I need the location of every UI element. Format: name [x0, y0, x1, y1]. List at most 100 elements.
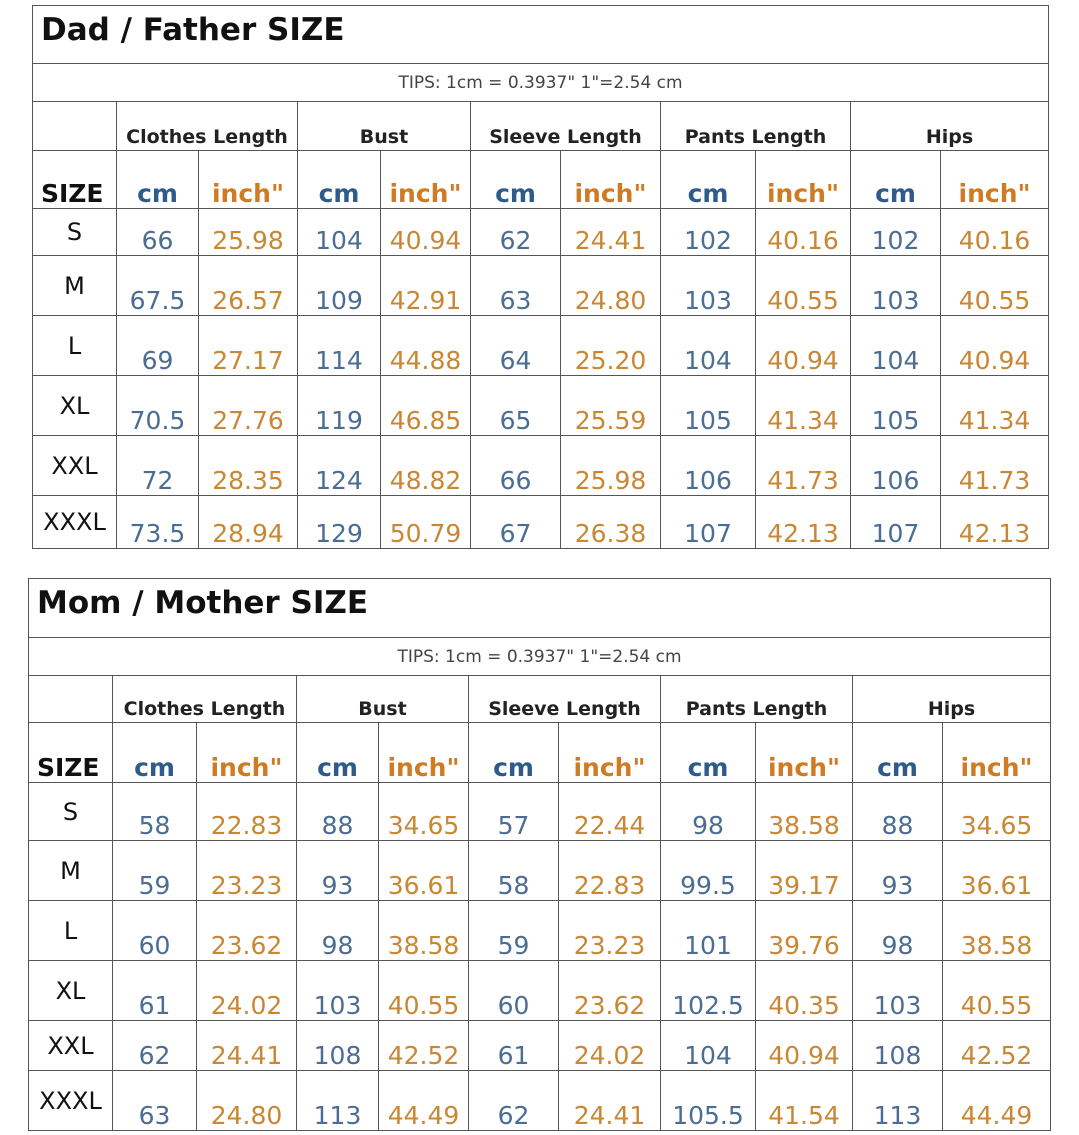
table-row: XXL 72 28.35 124 48.82 66 25.98 106 41.73 106 41.7… [32, 435, 1050, 496]
measurement: 105.5 [660, 1070, 756, 1131]
table-row: XXL 62 24.41 108 42.52 61 24.02 104 40.94 108 42.5… [28, 1020, 1052, 1071]
table-row: Clothes Length Bust Sleeve Length Pants Len… [32, 101, 1050, 151]
measurement: 22.83 [558, 840, 661, 901]
table-row: S 66 25.98 104 40.94 62 24.41 102 40.16 102 40.16 [32, 208, 1050, 256]
measurement: 42.52 [941, 1020, 1052, 1071]
unit-header: cm [470, 150, 561, 209]
measurement: 41.54 [755, 1070, 853, 1131]
group-header: Clothes Length [112, 675, 297, 723]
measurement: 42.13 [939, 495, 1050, 549]
measurement: 104 [660, 1020, 756, 1071]
measurement: 98 [852, 900, 943, 961]
measurement: 98 [296, 900, 379, 961]
measurement: 42.52 [378, 1020, 469, 1071]
measurement: 40.94 [755, 315, 851, 376]
measurement: 58 [112, 782, 197, 841]
measurement: 61 [112, 960, 197, 1021]
measurement: 106 [850, 435, 941, 496]
table-row: Clothes Length Bust Sleeve Length Pants Len… [28, 675, 1052, 723]
measurement: 104 [850, 315, 941, 376]
measurement: 62 [470, 208, 561, 256]
group-header: Sleeve Length [468, 675, 661, 723]
unit-header: inch" [380, 150, 471, 209]
measurement: 25.59 [560, 375, 661, 436]
measurement: 46.85 [380, 375, 471, 436]
measurement: 38.58 [378, 900, 469, 961]
measurement: 62 [468, 1070, 559, 1131]
measurement: 58 [468, 840, 559, 901]
measurement: 42.91 [380, 255, 471, 316]
table-row: XXXL 63 24.80 113 44.49 62 24.41 105.5 41.54 113 4… [28, 1070, 1052, 1131]
measurement: 99.5 [660, 840, 756, 901]
measurement: 98 [660, 782, 756, 841]
size-label: XXL [28, 1020, 113, 1071]
measurement: 109 [297, 255, 381, 316]
measurement: 40.16 [755, 208, 851, 256]
measurement: 59 [468, 900, 559, 961]
table-row: XXXL 73.5 28.94 129 50.79 67 26.38 107 42.13 107 4… [32, 495, 1050, 549]
measurement: 34.65 [941, 782, 1052, 841]
measurement: 22.83 [196, 782, 297, 841]
measurement: 103 [660, 255, 756, 316]
measurement: 65 [470, 375, 561, 436]
measurement: 108 [296, 1020, 379, 1071]
measurement: 108 [852, 1020, 943, 1071]
measurement: 23.62 [558, 960, 661, 1021]
measurement: 26.57 [198, 255, 298, 316]
unit-header: inch" [558, 722, 661, 783]
unit-header: inch" [939, 150, 1050, 209]
measurement: 103 [850, 255, 941, 316]
table-row: L 69 27.17 114 44.88 64 25.20 104 40.94 104 40.94 [32, 315, 1050, 376]
group-header: Clothes Length [116, 101, 298, 151]
measurement: 40.94 [380, 208, 471, 256]
unit-header: inch" [198, 150, 298, 209]
measurement: 70.5 [116, 375, 199, 436]
measurement: 39.76 [755, 900, 853, 961]
measurement: 24.02 [196, 960, 297, 1021]
measurement: 41.34 [755, 375, 851, 436]
measurement: 104 [297, 208, 381, 256]
empty-cell [32, 101, 117, 151]
measurement: 36.61 [941, 840, 1052, 901]
measurement: 25.98 [198, 208, 298, 256]
measurement: 40.55 [939, 255, 1050, 316]
measurement: 50.79 [380, 495, 471, 549]
table-row: L 60 23.62 98 38.58 59 23.23 101 39.76 98 38.58 [28, 900, 1052, 961]
unit-header: cm [660, 150, 756, 209]
measurement: 106 [660, 435, 756, 496]
measurement: 104 [660, 315, 756, 376]
measurement: 38.58 [755, 782, 853, 841]
measurement: 25.20 [560, 315, 661, 376]
unit-header: inch" [755, 722, 853, 783]
table-row: S 58 22.83 88 34.65 57 22.44 98 38.58 88 34.65 [28, 782, 1052, 841]
measurement: 66 [470, 435, 561, 496]
measurement: 66 [116, 208, 199, 256]
table-row: Dad / Father SIZE [31, 5, 1050, 64]
unit-header: cm [850, 150, 941, 209]
measurement: 40.55 [755, 255, 851, 316]
measurement: 44.49 [378, 1070, 469, 1131]
measurement: 40.55 [378, 960, 469, 1021]
group-header: Pants Length [660, 675, 853, 723]
size-header: SIZE [32, 150, 117, 209]
measurement: 63 [470, 255, 561, 316]
size-label: M [28, 840, 113, 901]
measurement: 40.94 [755, 1020, 853, 1071]
measurement: 60 [468, 960, 559, 1021]
group-header: Pants Length [660, 101, 851, 151]
measurement: 40.35 [755, 960, 853, 1021]
measurement: 105 [660, 375, 756, 436]
measurement: 67.5 [116, 255, 199, 316]
measurement: 113 [296, 1070, 379, 1131]
measurement: 102 [660, 208, 756, 256]
measurement: 23.62 [196, 900, 297, 961]
measurement: 41.34 [939, 375, 1050, 436]
measurement: 88 [852, 782, 943, 841]
group-header: Bust [296, 675, 469, 723]
measurement: 41.73 [939, 435, 1050, 496]
measurement: 24.80 [560, 255, 661, 316]
table-title: Mom / Mother SIZE [27, 578, 1052, 638]
measurement: 59 [112, 840, 197, 901]
measurement: 62 [112, 1020, 197, 1071]
